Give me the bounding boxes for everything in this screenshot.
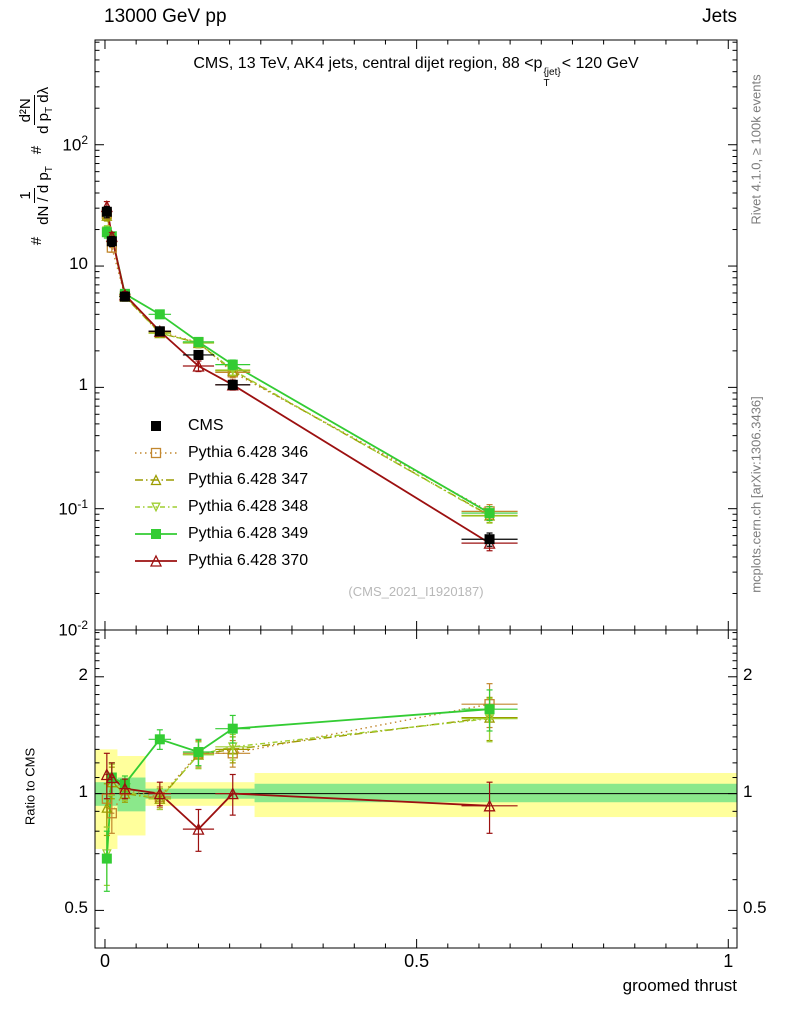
ratio-y-tick-label-right: 1 <box>743 781 753 801</box>
plot-title-suffix: < 120 GeV <box>561 55 639 72</box>
main-y-tick-label: 10-2 <box>58 618 88 640</box>
ratio-uncertainty-bands <box>95 749 737 849</box>
legend-label-pythia-346: Pythia 6.428 346 <box>188 443 309 461</box>
legend-marker-pythia-346 <box>135 447 177 458</box>
legend-marker-pythia-347 <box>135 473 177 485</box>
main-panel-series <box>100 199 518 552</box>
beam-info-label: 13000 GeV pp <box>104 6 227 27</box>
mcplots-attribution-label: mcplots.cern.ch [arXiv:1306.3436] <box>748 396 764 593</box>
legend-label-cms: CMS <box>188 416 224 434</box>
panel-frames <box>94 39 738 949</box>
x-axis-label: groomed thrust <box>622 976 737 995</box>
main-y-tick-label: 102 <box>62 132 88 155</box>
plot-title: CMS, 13 TeV, AK4 jets, central dijet reg… <box>95 55 737 89</box>
ratio-y-tick-label-right: 0.5 <box>743 898 767 918</box>
ylabel-hash-1: # <box>27 236 45 246</box>
legend-marker-cms <box>151 420 161 431</box>
pt-jet-superscript-stack: {jet} T <box>543 67 561 89</box>
axis-ticks <box>95 40 737 948</box>
rivet-version-label: Rivet 4.1.0, ≥ 100k events <box>748 74 764 225</box>
legend-item-pythia-349: Pythia 6.428 349 <box>133 520 308 547</box>
legend-item-pythia-370: Pythia 6.428 370 <box>133 547 308 574</box>
legend-item-pythia-347: Pythia 6.428 347 <box>133 466 308 493</box>
main-y-tick-label: 1 <box>78 375 88 395</box>
ratio-panel-series <box>100 683 518 892</box>
ylabel-fraction-2: d²N d pT dλ <box>16 86 55 134</box>
x-tick-label: 0 <box>99 951 110 971</box>
main-y-tick-label: 10-1 <box>58 496 88 519</box>
process-label: Jets <box>702 6 737 27</box>
pt-jet-sub: T <box>543 77 550 89</box>
analysis-id-watermark: (CMS_2021_I1920187) <box>348 584 484 599</box>
x-tick-label: 1 <box>723 951 734 971</box>
main-y-axis-label: # 1 dN / d pT # d²N d pT dλ <box>14 5 58 325</box>
ratio-y-tick-label-left: 0.5 <box>64 898 88 918</box>
legend-item-pythia-348: Pythia 6.428 348 <box>133 493 308 520</box>
pt-jet-sup: {jet} <box>543 67 561 78</box>
plot-title-prefix: CMS, 13 TeV, AK4 jets, central dijet reg… <box>193 55 543 72</box>
ratio-y-tick-label-right: 2 <box>743 664 753 684</box>
ylabel-fraction-1: 1 dN / d pT <box>16 166 55 225</box>
legend-marker-pythia-348 <box>135 502 177 512</box>
legend-label-pythia-348: Pythia 6.428 348 <box>188 497 309 515</box>
legend: CMS Pythia 6.428 346 Pythia 6.428 347 Py… <box>133 412 308 574</box>
legend-marker-pythia-349 <box>135 528 177 539</box>
legend-label-pythia-370: Pythia 6.428 370 <box>188 551 309 569</box>
legend-label-pythia-349: Pythia 6.428 349 <box>188 524 309 542</box>
legend-label-pythia-347: Pythia 6.428 347 <box>188 470 309 488</box>
x-tick-label: 0.5 <box>404 951 430 971</box>
legend-marker-pythia-370 <box>135 554 177 567</box>
legend-item-pythia-346: Pythia 6.428 346 <box>133 439 308 466</box>
legend-item-cms: CMS <box>133 412 308 439</box>
ratio-y-tick-label-left: 2 <box>78 664 88 684</box>
ratio-y-tick-label-left: 1 <box>78 781 88 801</box>
main-y-tick-label: 10 <box>69 254 88 274</box>
